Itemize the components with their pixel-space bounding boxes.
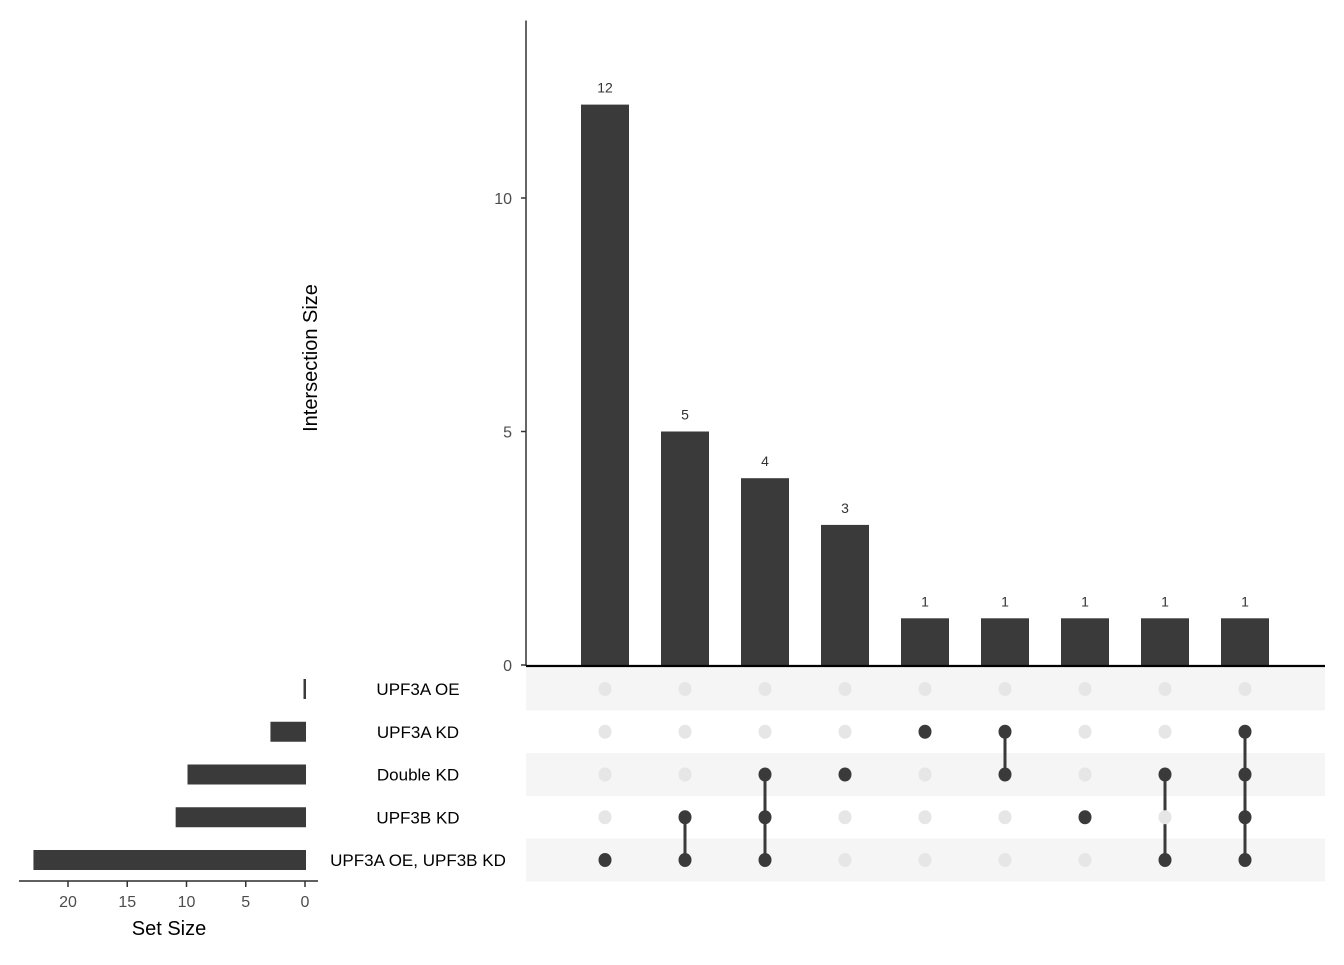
intersection-bar	[981, 618, 1029, 665]
intersection-matrix	[598, 682, 1252, 867]
bar-value-label: 1	[1081, 593, 1089, 609]
intersection-bars: 12 5 4 3 1 1 1 1 1	[581, 80, 1269, 666]
matrix-dot-active	[758, 853, 772, 867]
intersection-bar	[1141, 618, 1189, 665]
intersection-bar	[741, 478, 789, 665]
bar-value-label: 1	[1001, 593, 1009, 609]
set-size-plot: 20 15 10 5 0 Set Size	[19, 679, 318, 940]
set-size-tick-label: 20	[59, 894, 77, 911]
x-axis-title: Set Size	[132, 918, 206, 940]
matrix-dot-inactive	[918, 682, 932, 696]
y-tick-label: 5	[503, 425, 512, 442]
set-size-bar	[33, 850, 306, 870]
matrix-dot-active	[998, 724, 1012, 739]
matrix-dot-active	[1238, 853, 1252, 867]
matrix-dot-active	[1158, 853, 1172, 867]
intersection-size-plot: Intersection Size 12 5 4 3 1 1 1 1 1 0 5 10	[300, 20, 1325, 675]
set-label: UPF3A OE	[376, 680, 459, 699]
set-labels: UPF3A OE UPF3A KD Double KD UPF3B KD UPF3A O…	[330, 680, 506, 870]
matrix-dot-active	[758, 810, 772, 825]
set-size-bar	[187, 764, 306, 785]
matrix-dot-inactive	[1158, 724, 1172, 739]
matrix-dot-inactive	[758, 724, 772, 739]
set-size-tick-label: 15	[118, 894, 136, 911]
matrix-dot-inactive	[678, 767, 692, 782]
y-axis-title: Intersection Size	[300, 284, 322, 432]
matrix-dot-active	[758, 767, 772, 782]
set-size-bar	[175, 807, 306, 828]
matrix-dot-inactive	[838, 724, 852, 739]
set-size-bars	[33, 679, 306, 870]
matrix-dot-active	[1238, 767, 1252, 782]
set-size-tick-label: 0	[301, 894, 310, 911]
matrix-dot-inactive	[1078, 682, 1092, 696]
intersection-bar	[1061, 618, 1109, 665]
intersection-bar	[661, 431, 709, 665]
set-size-tick-label: 10	[178, 894, 196, 911]
matrix-dot-inactive	[1158, 810, 1172, 825]
matrix-dot-inactive	[998, 682, 1012, 696]
matrix-dot-inactive	[598, 810, 612, 825]
matrix-dot-inactive	[678, 682, 692, 696]
y-axis: 0 5 10	[494, 20, 1325, 675]
matrix-dot-inactive	[598, 724, 612, 739]
matrix-dot-inactive	[838, 682, 852, 696]
bar-value-label: 3	[841, 500, 849, 516]
intersection-bar	[1221, 618, 1269, 665]
bar-value-label: 4	[761, 453, 769, 469]
matrix-dot-active	[998, 767, 1012, 782]
bar-value-label: 12	[597, 80, 613, 96]
bar-value-label: 1	[1161, 593, 1169, 609]
set-label: UPF3A OE, UPF3B KD	[330, 851, 506, 870]
set-size-axis: 20 15 10 5 0	[19, 880, 318, 911]
matrix-dot-inactive	[1078, 767, 1092, 782]
y-tick-label: 10	[494, 191, 512, 208]
matrix-dot-active	[678, 853, 692, 867]
matrix-dot-active	[1158, 767, 1172, 782]
matrix-dot-active	[598, 853, 612, 867]
matrix-dot-inactive	[758, 682, 772, 696]
matrix-dot-inactive	[1078, 724, 1092, 739]
matrix-dot-inactive	[678, 724, 692, 739]
bar-value-label: 5	[681, 407, 689, 423]
set-label: UPF3A KD	[377, 723, 459, 742]
matrix-dot-active	[838, 767, 852, 782]
matrix-dot-inactive	[918, 767, 932, 782]
set-size-tick-label: 5	[241, 894, 250, 911]
set-size-bar	[270, 721, 306, 742]
intersection-bar	[581, 104, 629, 666]
matrix-dot-active	[1238, 810, 1252, 825]
matrix-dot-inactive	[998, 810, 1012, 825]
matrix-dot-active	[1238, 724, 1252, 739]
bar-value-label: 1	[1241, 593, 1249, 609]
matrix-dot-inactive	[1078, 853, 1092, 867]
set-label: UPF3B KD	[376, 808, 459, 827]
matrix-dot-inactive	[598, 767, 612, 782]
y-tick-label: 0	[503, 658, 512, 675]
matrix-dot-inactive	[918, 853, 932, 867]
set-size-bar	[303, 679, 306, 699]
intersection-bar	[901, 618, 949, 665]
set-label: Double KD	[377, 766, 459, 785]
matrix-dot-active	[918, 724, 932, 739]
bar-value-label: 1	[921, 593, 929, 609]
matrix-dot-active	[678, 810, 692, 825]
matrix-dot-inactive	[598, 682, 612, 696]
intersection-bar	[821, 524, 869, 665]
matrix-dot-active	[1078, 810, 1092, 825]
matrix-dot-inactive	[838, 853, 852, 867]
matrix-dot-inactive	[838, 810, 852, 825]
matrix-dot-inactive	[998, 853, 1012, 867]
matrix-dot-inactive	[1238, 682, 1252, 696]
matrix-dot-inactive	[918, 810, 932, 825]
matrix-dot-inactive	[1158, 682, 1172, 696]
